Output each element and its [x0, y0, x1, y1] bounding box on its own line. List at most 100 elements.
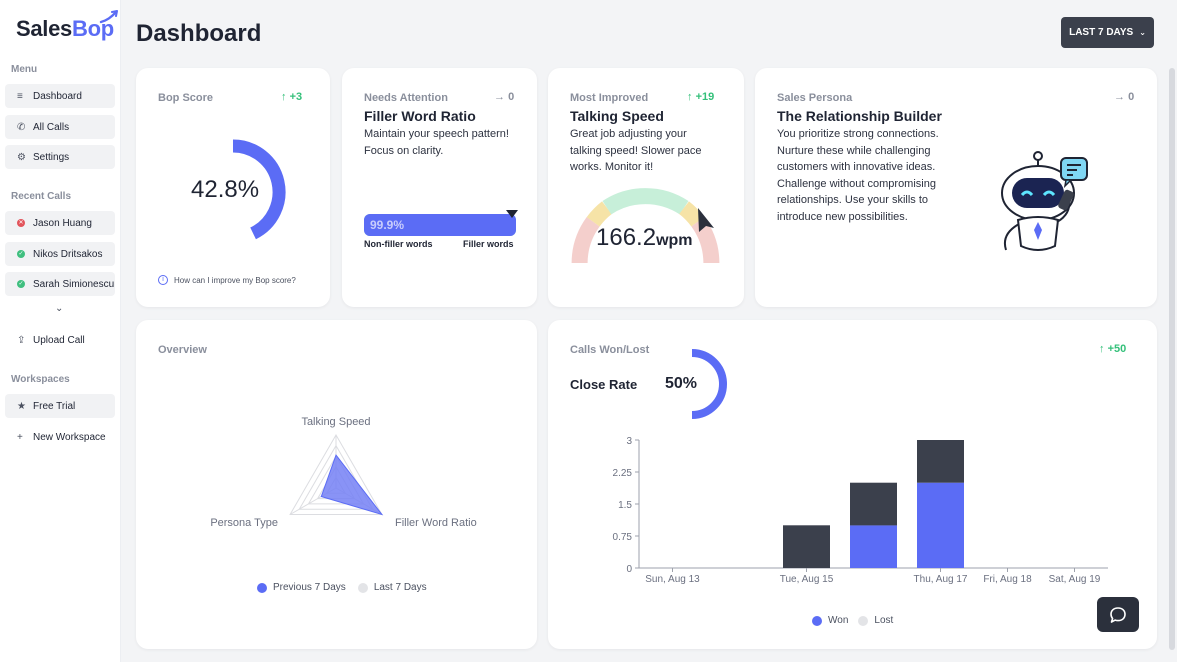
speed-value: 166.2 [596, 224, 657, 251]
radar-axis-label: Talking Speed [301, 416, 370, 428]
speed-unit: wpm [656, 232, 693, 249]
menu-section-label: Menu [11, 64, 38, 75]
recent-calls-section-label: Recent Calls [11, 191, 72, 202]
close-rate-ring [691, 349, 727, 419]
radar-grid-ring [289, 434, 383, 515]
plus-icon: + [17, 431, 23, 443]
bar-won[interactable] [917, 482, 964, 568]
robot-mascot-icon [1001, 151, 1088, 251]
sidebar-item-settings[interactable]: ⚙ Settings [5, 145, 115, 169]
workspace-free-trial[interactable]: ★ Free Trial [5, 394, 115, 418]
y-tick-label: 0 [626, 564, 632, 575]
new-workspace-label: New Workspace [33, 431, 106, 443]
legend-swatch-last [357, 582, 368, 593]
chat-bubble-icon [1110, 606, 1126, 623]
legend-label: Previous 7 Days [273, 582, 346, 593]
calls-won-lost-card: Calls Won/Lost ↑ +50 Close Rate 50% 0 0.7… [548, 320, 1157, 649]
workspaces-section-label: Workspaces [11, 374, 70, 385]
radar-grid-ring [298, 444, 374, 510]
gauge-segment-high [678, 201, 705, 227]
bar-lost[interactable] [850, 482, 897, 526]
bar-won[interactable] [850, 525, 897, 568]
filler-ratio-value: 99.9% [370, 218, 405, 232]
upload-call-label: Upload Call [33, 334, 85, 346]
card-desc: You prioritize strong connections. Nurtu… [777, 128, 939, 223]
marker-icon [506, 210, 518, 218]
arrow-right-icon: → [1114, 91, 1125, 103]
overview-card: Overview Talking Speed Filler Word Ratio… [136, 320, 537, 649]
card-label: Overview [158, 344, 207, 356]
recent-call-label: Nikos Dritsakos [33, 248, 103, 260]
radar-axis-label: Persona Type [210, 517, 278, 529]
sidebar-item-label: All Calls [33, 121, 70, 133]
card-title: Talking Speed [570, 108, 664, 124]
chat-button[interactable] [1097, 597, 1139, 632]
speed-readout: 166.2wpm [596, 224, 693, 252]
delta-badge: → 0 [1114, 91, 1135, 103]
filler-label: Filler words [463, 239, 514, 249]
speed-gauge [571, 188, 720, 264]
sidebar-item-label: Dashboard [33, 90, 82, 102]
recent-call-sarah-simionescu[interactable]: ✓ Sarah Simionescu [5, 272, 115, 296]
sidebar-item-all-calls[interactable]: ✆ All Calls [5, 115, 115, 139]
logo-swoosh-icon [99, 10, 118, 24]
workspace-label: Free Trial [33, 400, 76, 412]
scrollbar[interactable] [1169, 68, 1175, 650]
calls-legend: Won Lost [812, 615, 893, 626]
card-desc: Maintain your speech pattern! Focus on c… [364, 128, 509, 157]
radar-chart: Talking Speed Filler Word Ratio Persona … [210, 416, 476, 529]
recent-call-label: Jason Huang [33, 217, 92, 229]
arrow-up-icon: ↑ [281, 91, 287, 103]
sidebar: SalesBop Menu ≡ Dashboard ✆ All Calls ⚙ … [0, 0, 121, 662]
bar-lost[interactable] [917, 440, 964, 483]
legend-label: Won [828, 615, 849, 626]
new-workspace-button[interactable]: + New Workspace [5, 425, 115, 449]
card-title: Filler Word Ratio [364, 108, 476, 124]
recent-call-jason-huang[interactable]: ✕ Jason Huang [5, 211, 115, 235]
bar-lost[interactable] [783, 525, 830, 568]
card-label: Needs Attention [364, 92, 448, 104]
y-tick-label: 0.75 [613, 532, 633, 543]
legend-swatch-won [812, 615, 822, 626]
delta-badge: ↑ +19 [687, 91, 715, 103]
delta-badge: ↑ +3 [281, 91, 303, 103]
close-rate-arc [691, 349, 727, 419]
radar-series-previous [320, 454, 384, 516]
x-tick-label: Fri, Aug 18 [983, 574, 1032, 585]
chevron-down-icon: ⌄ [1139, 28, 1146, 37]
delta-badge: ↑ +50 [1099, 343, 1127, 355]
overview-legend: Previous 7 Days Last 7 Days [257, 582, 427, 593]
won-status-icon: ✓ [17, 280, 25, 288]
won-status-icon: ✓ [17, 250, 25, 258]
y-tick-label: 3 [626, 436, 632, 447]
sales-persona-card: Sales Persona → 0 The Relationship Build… [755, 68, 1157, 307]
card-label: Bop Score [158, 92, 214, 104]
page-title: Dashboard [136, 20, 262, 47]
sidebar-item-dashboard[interactable]: ≡ Dashboard [5, 84, 115, 108]
bop-score-gauge [232, 139, 286, 240]
bop-score-card: Bop Score ↑ +3 42.8% i How can I improve… [136, 68, 330, 307]
sidebar-item-label: Settings [33, 151, 70, 163]
menu-icon: ≡ [17, 90, 23, 102]
upload-call-button[interactable]: ⇪ Upload Call [5, 328, 115, 352]
card-label: Calls Won/Lost [570, 344, 650, 356]
filler-ratio-bar: 99.9% [364, 214, 516, 236]
recent-call-label: Sarah Simionescu [33, 278, 115, 290]
arrow-right-icon: → [494, 91, 505, 103]
y-tick-label: 2.25 [613, 468, 633, 479]
legend-label: Lost [874, 615, 894, 626]
card-label: Most Improved [570, 92, 649, 104]
gauge-segment-low [586, 201, 613, 227]
x-tick-label: Sun, Aug 13 [645, 574, 700, 585]
x-tick-label: Sat, Aug 19 [1049, 574, 1101, 585]
gear-icon: ⚙ [17, 151, 26, 163]
improve-bop-link[interactable]: i How can I improve my Bop score? [158, 275, 296, 285]
gauge-segment-slow [571, 217, 600, 264]
upload-icon: ⇪ [17, 334, 26, 346]
recent-call-nikos-dritsakos[interactable]: ✓ Nikos Dritsakos [5, 242, 115, 266]
chevron-down-icon[interactable]: ⌄ [55, 303, 64, 314]
info-icon: i [158, 275, 168, 285]
date-range-dropdown[interactable]: LAST 7 DAYS ⌄ [1061, 17, 1154, 48]
phone-icon: ✆ [17, 121, 26, 133]
logo[interactable]: SalesBop [16, 10, 118, 42]
